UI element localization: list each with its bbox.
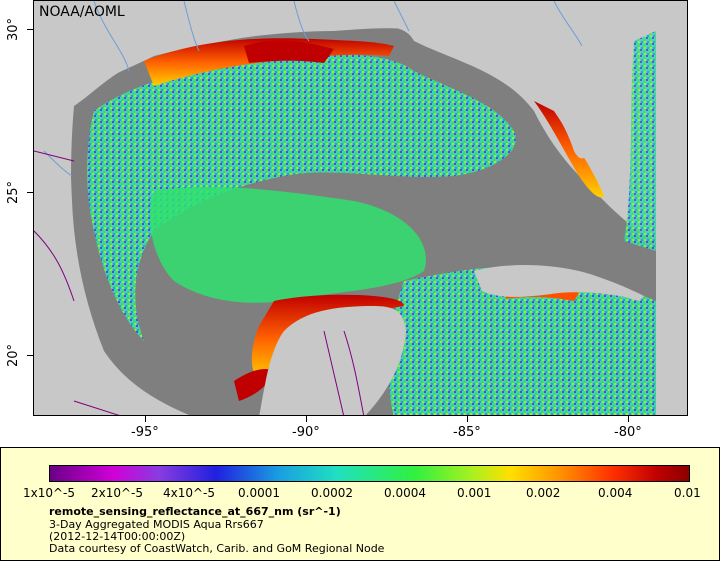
caribbean-data [388, 266, 656, 415]
credit-line: Data courtesy of CoastWatch, Carib. and … [49, 542, 385, 555]
colorbar-tick: 0.01 [674, 486, 701, 500]
lon-tick-95 [145, 416, 146, 422]
yucatan-shelf-high [251, 294, 404, 381]
lat-tick-30 [27, 29, 33, 30]
colorbar-tick: 0.0002 [311, 486, 353, 500]
lon-label-95: -95° [131, 425, 159, 440]
lon-label-80: -80° [614, 425, 642, 440]
colorbar-tick: 0.001 [457, 486, 492, 500]
colorbar-tick: 1x10^-5 [23, 486, 76, 500]
lat-label-25: 25° [6, 180, 22, 205]
rivers [43, 1, 583, 177]
agency-label: NOAA/AOML [39, 4, 125, 20]
lat-tick-25 [27, 192, 33, 193]
yucatan-peninsula [259, 306, 406, 415]
lon-tick-80 [628, 416, 629, 422]
us-mainland [34, 1, 656, 159]
colorbar-tick: 0.002 [526, 486, 561, 500]
lon-label-85: -85° [453, 425, 481, 440]
colorbar-tick: 0.0001 [238, 486, 280, 500]
lat-label-30: 30° [6, 17, 22, 42]
time-label: (2012-12-14T00:00:00Z) [49, 530, 186, 543]
central-gulf-data [150, 186, 426, 303]
gulf-of-mexico-map [34, 1, 687, 415]
colorbar-tick: 0.0004 [384, 486, 426, 500]
louisiana-shelf-high [244, 40, 334, 63]
color-scale-bar [49, 465, 690, 482]
offshore-data-field [87, 54, 516, 341]
colorbar-tick: 2x10^-5 [91, 486, 144, 500]
colorbar-tick: 0.004 [598, 486, 633, 500]
colorbar-tick: 4x10^-5 [163, 486, 216, 500]
campeche-shelf-high [234, 369, 274, 401]
variable-name: remote_sensing_reflectance_at_667_nm (sr… [49, 505, 341, 518]
lat-tick-20 [27, 355, 33, 356]
lon-tick-90 [306, 416, 307, 422]
florida-shelf-high [534, 101, 604, 198]
lat-label-20: 20° [6, 343, 22, 368]
legend-panel: 1x10^-5 2x10^-5 4x10^-5 0.0001 0.0002 0.… [0, 447, 720, 561]
borders [34, 150, 365, 415]
atlantic-strip [624, 31, 656, 251]
lon-label-90: -90° [292, 425, 320, 440]
cuba-island [474, 265, 644, 301]
florida-peninsula [577, 31, 627, 201]
map-panel[interactable] [33, 0, 688, 416]
lon-tick-85 [467, 416, 468, 422]
mexico-mainland [34, 106, 189, 415]
dataset-title: 3-Day Aggregated MODIS Aqua Rrs667 [49, 518, 264, 531]
